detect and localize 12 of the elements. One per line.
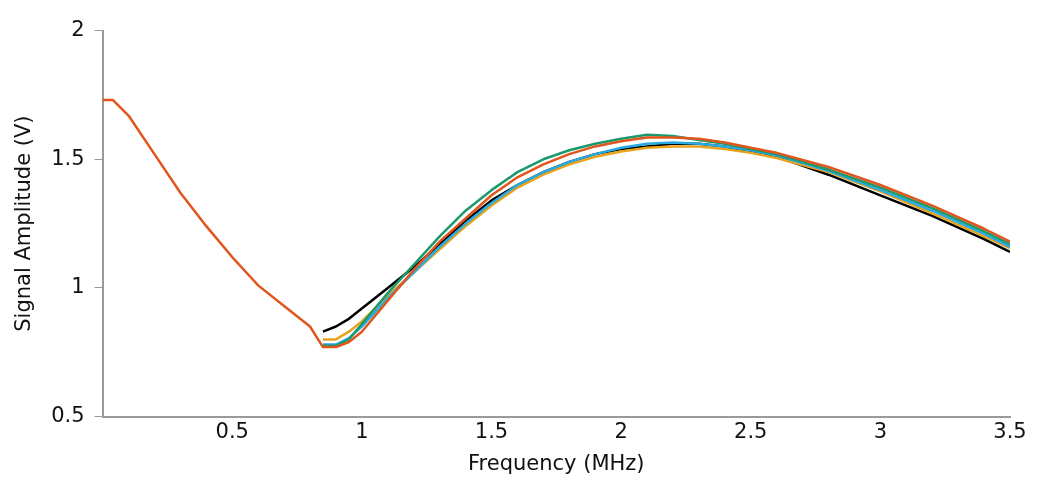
x-tick-label: 2	[614, 418, 628, 443]
x-tick-label: 1	[355, 418, 369, 443]
x-tick-label: 3.5	[993, 418, 1027, 443]
y-tick-label: 2	[71, 17, 85, 42]
x-tick-label: 3	[873, 418, 888, 443]
y-axis-title: Signal Amplitude (V)	[11, 115, 36, 332]
y-tick-label: 1.5	[51, 145, 85, 170]
x-tick-label: 2.5	[734, 418, 768, 443]
y-tick-label: 1	[71, 274, 85, 299]
x-axis-title: Frequency (MHz)	[468, 450, 645, 475]
x-tick-label: 0.5	[215, 418, 249, 443]
x-tick-label: 1.5	[474, 418, 509, 443]
